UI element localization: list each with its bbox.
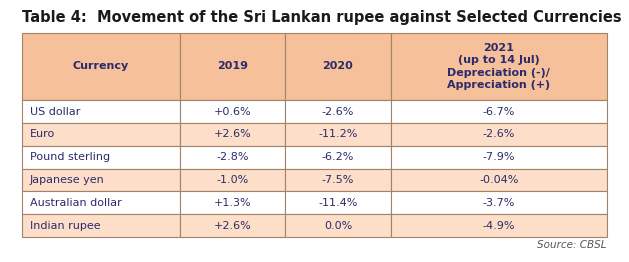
Bar — [286, 33, 391, 100]
Text: 0.0%: 0.0% — [324, 221, 352, 231]
Bar — [22, 214, 180, 237]
Text: -7.9%: -7.9% — [482, 152, 515, 162]
Text: Indian rupee: Indian rupee — [30, 221, 100, 231]
Bar — [391, 123, 607, 146]
Bar — [180, 192, 286, 214]
Bar — [180, 33, 286, 100]
Text: Euro: Euro — [30, 129, 55, 139]
Bar — [286, 100, 391, 123]
Bar — [180, 123, 286, 146]
Text: 2020: 2020 — [323, 62, 353, 72]
Bar — [22, 192, 180, 214]
Bar — [391, 169, 607, 192]
Bar — [286, 192, 391, 214]
Text: -2.6%: -2.6% — [482, 129, 515, 139]
Bar — [180, 146, 286, 169]
Text: -2.6%: -2.6% — [321, 107, 354, 117]
Text: -3.7%: -3.7% — [482, 198, 515, 208]
Text: Japanese yen: Japanese yen — [30, 175, 104, 185]
Text: -6.2%: -6.2% — [321, 152, 354, 162]
Text: -6.7%: -6.7% — [482, 107, 515, 117]
Text: +2.6%: +2.6% — [214, 221, 252, 231]
Text: -2.8%: -2.8% — [216, 152, 249, 162]
Bar — [22, 169, 180, 192]
Text: -7.5%: -7.5% — [321, 175, 354, 185]
Text: 2021
(up to 14 Jul)
Depreciation (-)/
Appreciation (+): 2021 (up to 14 Jul) Depreciation (-)/ Ap… — [447, 43, 550, 90]
Bar — [180, 214, 286, 237]
Bar — [286, 146, 391, 169]
Bar — [180, 100, 286, 123]
Bar — [391, 192, 607, 214]
Text: Table 4:  Movement of the Sri Lankan rupee against Selected Currencies: Table 4: Movement of the Sri Lankan rupe… — [22, 10, 621, 25]
Text: -11.2%: -11.2% — [318, 129, 357, 139]
Bar — [391, 214, 607, 237]
Text: +1.3%: +1.3% — [214, 198, 252, 208]
Bar — [22, 33, 180, 100]
Text: -11.4%: -11.4% — [318, 198, 357, 208]
Bar — [286, 123, 391, 146]
Text: +0.6%: +0.6% — [214, 107, 252, 117]
Bar — [391, 146, 607, 169]
Bar — [391, 33, 607, 100]
Bar — [180, 169, 286, 192]
Bar — [22, 146, 180, 169]
Text: -4.9%: -4.9% — [482, 221, 515, 231]
Bar — [286, 169, 391, 192]
Text: -1.0%: -1.0% — [216, 175, 248, 185]
Text: 2019: 2019 — [217, 62, 248, 72]
Bar — [22, 123, 180, 146]
Bar — [286, 214, 391, 237]
Bar — [22, 100, 180, 123]
Text: -0.04%: -0.04% — [479, 175, 518, 185]
Text: Australian dollar: Australian dollar — [30, 198, 121, 208]
Text: +2.6%: +2.6% — [214, 129, 252, 139]
Text: Pound sterling: Pound sterling — [30, 152, 109, 162]
Bar — [391, 100, 607, 123]
Text: Currency: Currency — [73, 62, 129, 72]
Text: US dollar: US dollar — [30, 107, 80, 117]
Text: Source: CBSL: Source: CBSL — [538, 240, 607, 250]
